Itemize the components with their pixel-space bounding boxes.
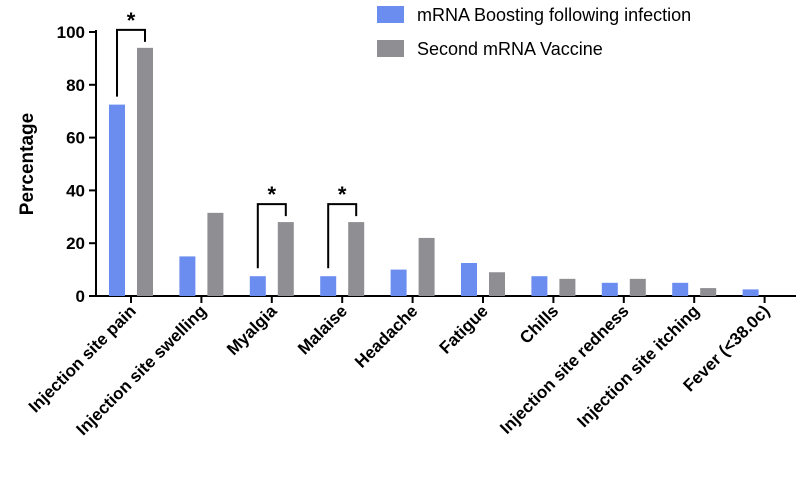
significance-star: * <box>127 8 136 33</box>
significance-bracket <box>327 203 358 269</box>
y-tick-label: 20 <box>66 234 85 253</box>
bar-boosting <box>109 104 125 296</box>
category-label: Injection site redness <box>496 301 632 437</box>
category-label: Chills <box>516 301 562 347</box>
bar-second-vaccine <box>348 222 365 296</box>
bar-boosting <box>320 276 337 296</box>
category-label: Fatigue <box>436 301 492 357</box>
legend: mRNA Boosting following infection Second … <box>377 5 691 59</box>
bar-second-vaccine <box>629 278 646 296</box>
significance-star: * <box>268 182 277 207</box>
bar-second-vaccine <box>418 237 435 296</box>
category-label: Malaise <box>294 301 351 358</box>
category-label: Myalgia <box>223 301 281 359</box>
bar-boosting <box>390 269 407 296</box>
bar-boosting <box>461 263 477 296</box>
bar-second-vaccine <box>277 222 294 296</box>
bar-boosting <box>672 282 689 296</box>
bar-boosting <box>601 282 618 296</box>
legend-swatch <box>377 40 404 57</box>
significance-star: * <box>338 182 347 207</box>
legend-label: mRNA Boosting following infection <box>417 5 691 25</box>
y-axis: 0 20 40 60 80 100 <box>57 23 97 306</box>
bar-second-vaccine <box>489 272 505 296</box>
legend-swatch <box>377 6 404 23</box>
significance-bracket <box>256 203 287 269</box>
bar-boosting <box>249 276 266 296</box>
y-tick-label: 40 <box>66 181 85 200</box>
y-tick-label: 100 <box>57 23 85 42</box>
bar-boosting <box>742 289 759 296</box>
y-axis-title: Percentage <box>17 113 38 215</box>
bar-boosting <box>179 256 196 296</box>
x-axis <box>96 295 796 303</box>
category-label: Injection site swelling <box>73 301 211 439</box>
bars <box>109 47 759 297</box>
bar-second-vaccine <box>137 47 153 297</box>
bar-second-vaccine <box>559 278 576 296</box>
bar-second-vaccine <box>207 212 224 296</box>
legend-label: Second mRNA Vaccine <box>417 39 603 59</box>
significance-brackets: * * * <box>116 8 358 269</box>
bar-boosting <box>531 276 548 296</box>
category-label: Headache <box>351 301 421 371</box>
significance-bracket <box>116 28 146 97</box>
category-label: Injection site itching <box>573 301 703 431</box>
y-tick-label: 0 <box>76 287 85 306</box>
y-tick-label: 60 <box>66 129 85 148</box>
bar-second-vaccine <box>700 288 717 296</box>
y-tick-label: 80 <box>66 76 85 95</box>
